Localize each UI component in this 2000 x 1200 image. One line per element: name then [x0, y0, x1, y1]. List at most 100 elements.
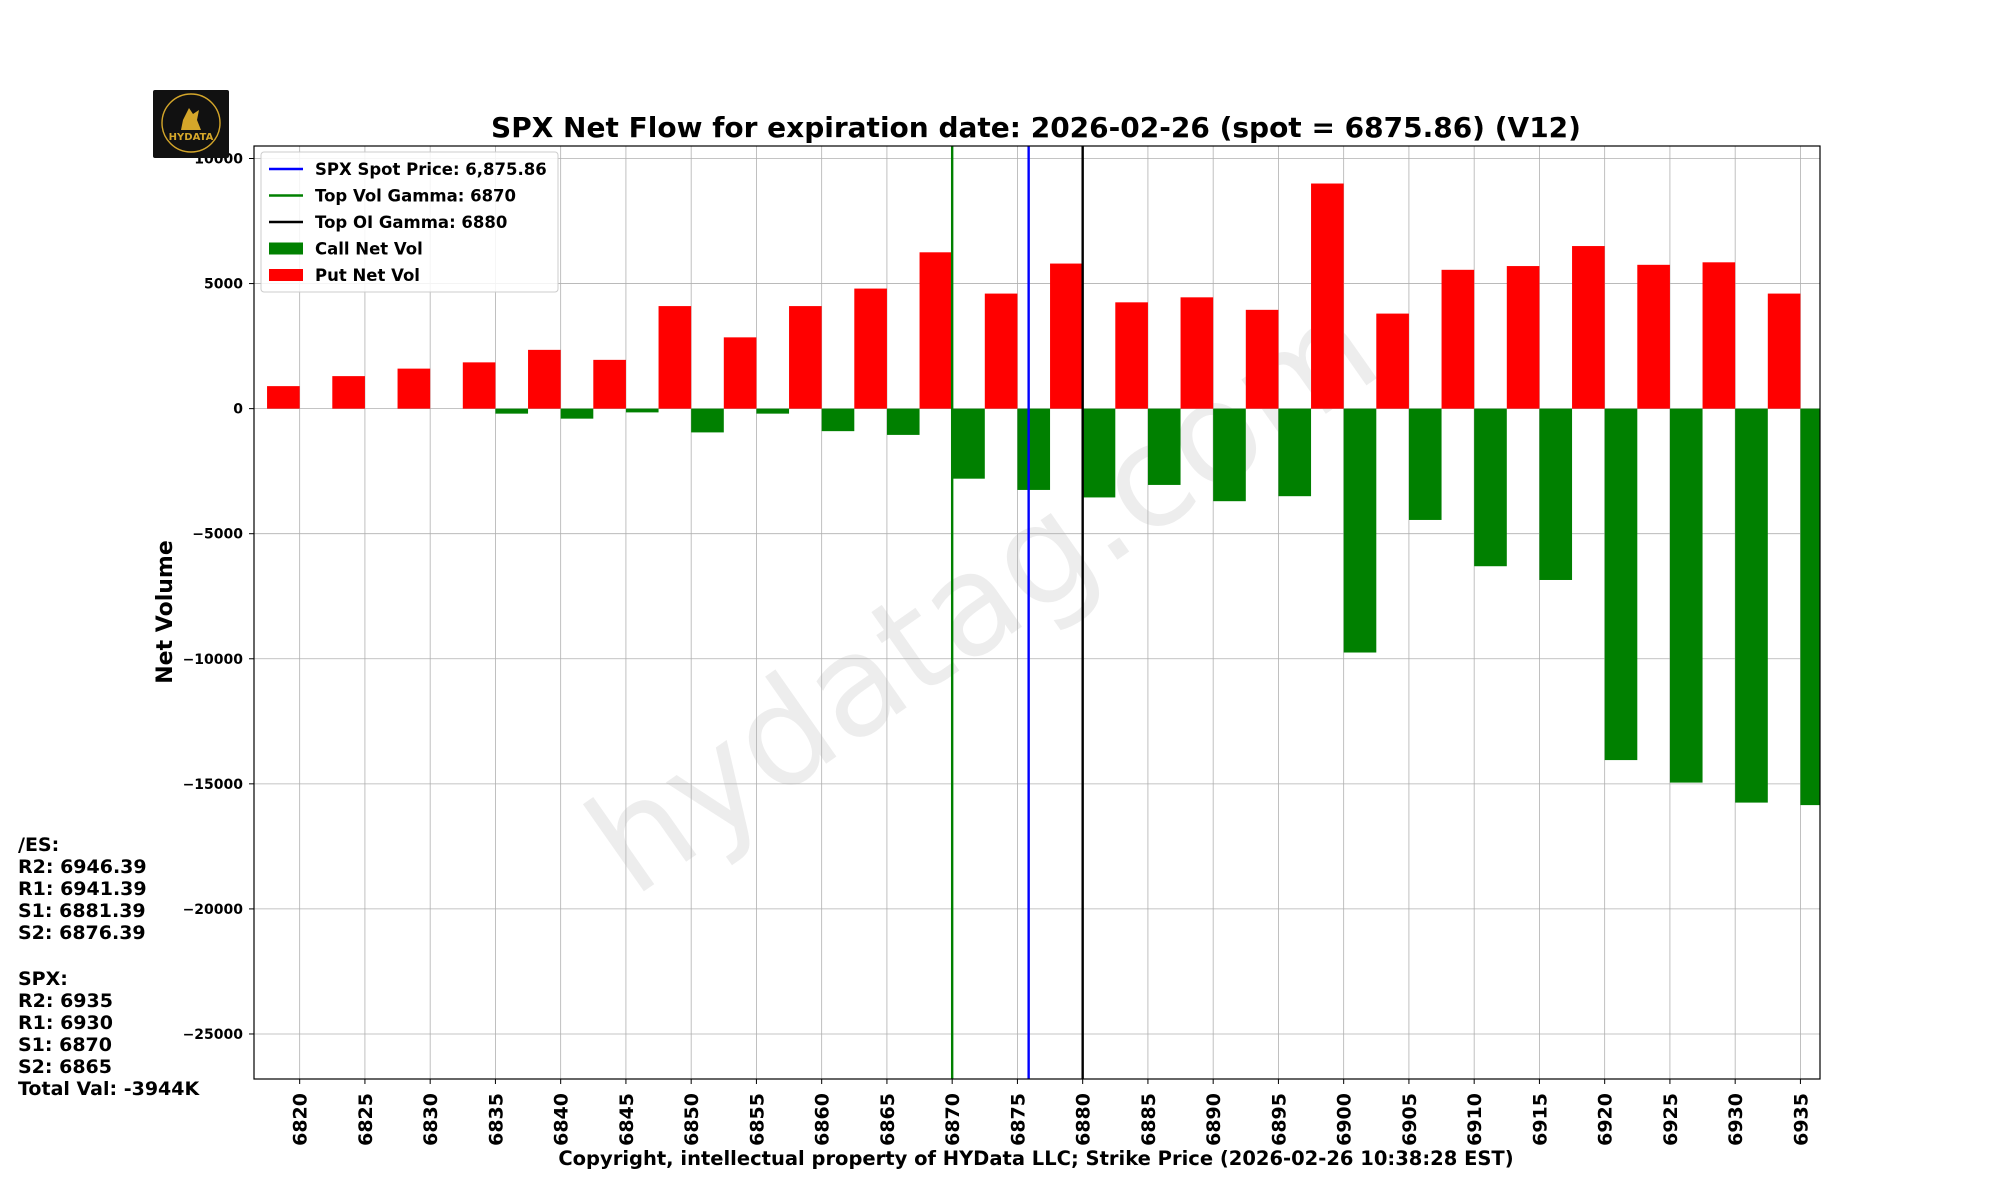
spx-s1: S1: 6870 [18, 1034, 112, 1056]
x-tick-label: 6835 [485, 1093, 507, 1146]
put-bar-6830 [397, 368, 431, 409]
es-r1: R1: 6941.39 [18, 878, 147, 900]
x-tick-label: 6850 [681, 1093, 703, 1146]
es-title: /ES: [18, 834, 60, 856]
x-tick-label: 6845 [616, 1093, 638, 1146]
es-levels: /ES: R2: 6946.39 R1: 6941.39 S1: 6881.39… [18, 834, 147, 944]
axes: 1000050000−5000−10000−15000−20000−250006… [183, 152, 1813, 1146]
es-r2: R2: 6946.39 [18, 856, 147, 878]
call-bar-6925 [1669, 408, 1703, 783]
hydata-logo: HYDATA [153, 90, 229, 158]
x-tick-label: 6840 [551, 1093, 573, 1146]
call-bar-6855 [756, 408, 790, 414]
put-bar-6820 [267, 386, 300, 409]
x-tick-label: 6860 [812, 1093, 834, 1146]
put-bar-6860 [789, 306, 822, 409]
x-tick-label: 6915 [1529, 1093, 1551, 1146]
legend-label: Top Vol Gamma: 6870 [315, 187, 516, 206]
call-bar-6840 [560, 408, 594, 419]
put-bar-6855 [723, 337, 757, 409]
y-tick-label: −15000 [183, 777, 244, 793]
spx-r2: R2: 6935 [18, 990, 113, 1012]
x-tick-label: 6910 [1464, 1093, 1486, 1146]
legend-label: Call Net Vol [315, 240, 423, 259]
legend-patch-swatch [269, 242, 303, 255]
put-bar-6870 [919, 252, 953, 409]
put-bar-6825 [332, 376, 365, 409]
call-bar-6875 [1017, 408, 1051, 490]
y-tick-label: −5000 [192, 527, 243, 543]
put-bar-6890 [1180, 297, 1214, 409]
x-tick-label: 6920 [1595, 1093, 1617, 1146]
call-bar-6920 [1604, 408, 1638, 761]
call-bar-6860 [821, 408, 855, 432]
reference-lines [950, 146, 1084, 1079]
y-tick-label: −10000 [183, 652, 244, 668]
call-bar-6900 [1343, 408, 1377, 653]
call-bar-6895 [1278, 408, 1312, 497]
put-bar-6925 [1637, 264, 1670, 409]
y-tick-label: −25000 [183, 1027, 244, 1043]
x-tick-label: 6925 [1660, 1093, 1682, 1146]
put-bar-6835 [462, 362, 496, 409]
call-bar-6935 [1800, 408, 1820, 806]
call-bar-6835 [495, 408, 529, 414]
call-bar-6850 [691, 408, 724, 433]
bars [267, 183, 1820, 806]
spx-r1: R1: 6930 [18, 1012, 113, 1034]
total-value: Total Val: -3944K [18, 1078, 200, 1100]
x-tick-label: 6825 [355, 1093, 377, 1146]
put-bar-6850 [658, 306, 692, 409]
y-axis-label: Net Volume [153, 540, 178, 684]
call-bar-6845 [625, 408, 659, 413]
put-bar-6910 [1441, 269, 1475, 409]
put-bar-6895 [1245, 309, 1279, 409]
legend: SPX Spot Price: 6,875.86 Top Vol Gamma: 6… [260, 151, 559, 293]
legend-patch-swatch [269, 269, 303, 281]
y-tick-label: −20000 [183, 902, 244, 918]
spx-s2: S2: 6865 [18, 1056, 112, 1078]
x-tick-label: 6875 [1007, 1093, 1029, 1146]
x-tick-label: 6895 [1268, 1093, 1290, 1146]
plot-frame [253, 145, 1821, 1080]
x-tick-label: 6880 [1073, 1093, 1095, 1146]
legend-box [260, 151, 559, 293]
call-bar-6930 [1735, 408, 1768, 803]
x-tick-label: 6865 [877, 1093, 899, 1146]
call-bar-6905 [1408, 408, 1442, 520]
legend-label: Top OI Gamma: 6880 [315, 213, 507, 232]
spx-title: SPX: [18, 968, 68, 990]
call-bar-6865 [886, 408, 920, 435]
x-tick-label: 6935 [1790, 1093, 1812, 1146]
put-bar-6845 [593, 359, 626, 409]
chart-title: SPX Net Flow for expiration date: 2026-0… [491, 111, 1581, 144]
x-tick-label: 6930 [1725, 1093, 1747, 1146]
es-s1: S1: 6881.39 [18, 900, 146, 922]
x-tick-label: 6900 [1334, 1093, 1356, 1146]
legend-label: Put Net Vol [315, 266, 420, 285]
put-bar-6840 [528, 349, 561, 409]
put-bar-6880 [1050, 263, 1083, 409]
put-bar-6915 [1506, 266, 1540, 409]
x-tick-label: 6905 [1399, 1093, 1421, 1146]
put-bar-6900 [1311, 183, 1344, 409]
logo-text: HYDATA [169, 132, 214, 143]
x-tick-label: 6885 [1138, 1093, 1160, 1146]
call-bar-6885 [1147, 408, 1181, 485]
put-bar-6865 [854, 288, 887, 409]
put-bar-6885 [1115, 302, 1148, 409]
y-tick-label: 5000 [204, 277, 243, 293]
x-tick-label: 6855 [746, 1093, 768, 1146]
logo-emblem: HYDATA [161, 93, 221, 153]
call-bar-6870 [952, 408, 985, 479]
put-bar-6905 [1376, 313, 1409, 409]
call-bar-6915 [1539, 408, 1573, 580]
call-bar-6890 [1213, 408, 1246, 502]
call-bar-6910 [1474, 408, 1507, 567]
x-tick-label: 6830 [420, 1093, 442, 1146]
put-bar-6930 [1702, 262, 1736, 409]
x-tick-label: 6890 [1203, 1093, 1225, 1146]
x-axis-label: Copyright, intellectual property of HYDa… [558, 1147, 1513, 1170]
put-bar-6920 [1572, 246, 1605, 409]
